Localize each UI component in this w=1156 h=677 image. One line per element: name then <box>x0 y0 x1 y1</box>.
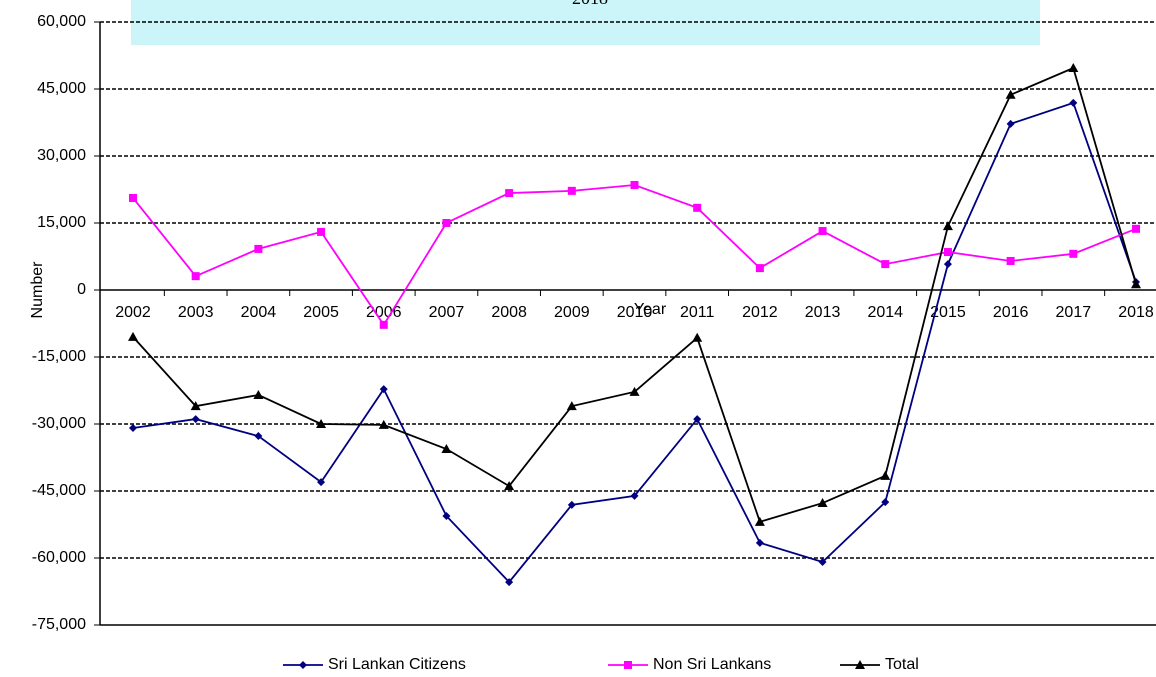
marker <box>1069 98 1078 107</box>
x-tick-label: 2012 <box>742 304 778 321</box>
marker <box>566 401 577 411</box>
marker <box>253 389 264 399</box>
marker <box>378 419 389 429</box>
x-tick-label: 2002 <box>115 304 151 321</box>
x-tick-label: 2018 <box>1118 304 1154 321</box>
marker <box>692 332 703 342</box>
marker <box>942 221 953 231</box>
marker <box>129 193 137 202</box>
y-tick-label: 15,000 <box>37 214 86 231</box>
marker <box>191 272 200 281</box>
marker <box>693 203 702 212</box>
marker <box>254 432 263 441</box>
marker <box>1068 63 1079 73</box>
y-tick-label: -45,000 <box>32 482 86 499</box>
y-tick-label: 45,000 <box>37 80 86 97</box>
marker <box>504 481 515 491</box>
marker <box>755 264 764 273</box>
y-tick-label: 0 <box>77 281 86 298</box>
legend-label: Non Sri Lankans <box>653 656 771 673</box>
marker <box>693 415 702 424</box>
x-tick-label: 2016 <box>993 304 1029 321</box>
y-tick-label: -75,000 <box>32 616 86 633</box>
marker <box>442 219 451 227</box>
marker <box>317 227 326 236</box>
x-tick-label: 2010 <box>617 304 653 321</box>
marker <box>379 385 388 394</box>
marker <box>943 260 952 269</box>
marker <box>442 512 451 521</box>
x-axis-label: Year <box>634 301 667 318</box>
marker <box>505 189 514 198</box>
marker <box>629 386 640 396</box>
marker <box>1006 256 1015 265</box>
marker <box>630 491 639 500</box>
marker <box>818 227 827 236</box>
y-tick-label: -60,000 <box>32 549 86 566</box>
x-tick-label: 2005 <box>303 304 339 321</box>
x-tick-label: 2011 <box>680 304 715 321</box>
marker <box>1005 89 1016 99</box>
marker <box>1132 224 1140 233</box>
marker <box>630 181 639 190</box>
marker <box>317 478 326 487</box>
y-axis-label: Number <box>29 261 46 319</box>
x-tick-label: 2013 <box>805 304 841 321</box>
x-tick-label: 2009 <box>554 304 590 321</box>
marker <box>441 444 452 454</box>
x-tick-label: 2006 <box>366 304 402 321</box>
x-tick-label: 2015 <box>930 304 966 321</box>
marker <box>624 661 632 669</box>
marker <box>755 538 764 547</box>
marker <box>254 244 263 253</box>
marker <box>754 516 765 526</box>
x-tick-label: 2003 <box>178 304 214 321</box>
y-tick-label: 60,000 <box>37 13 86 30</box>
marker <box>881 498 890 507</box>
x-tick-label: 2004 <box>241 304 277 321</box>
marker <box>1131 279 1141 289</box>
marker <box>881 260 890 269</box>
series-line <box>132 101 1137 584</box>
marker <box>567 500 576 509</box>
chart-title: 2018 <box>572 0 608 8</box>
y-tick-label: -30,000 <box>32 415 86 432</box>
x-tick-label: 2008 <box>491 304 527 321</box>
x-tick-label: 2017 <box>1056 304 1092 321</box>
marker <box>567 186 576 195</box>
legend-label: Total <box>885 656 919 673</box>
marker <box>817 498 828 508</box>
marker <box>505 578 514 587</box>
marker <box>1006 119 1015 128</box>
marker <box>818 558 827 567</box>
marker <box>191 415 200 424</box>
marker <box>943 248 952 257</box>
marker <box>1069 249 1078 258</box>
marker <box>128 331 138 341</box>
x-tick-label: 2007 <box>429 304 465 321</box>
marker <box>190 401 201 411</box>
legend-label: Sri Lankan Citizens <box>328 656 466 673</box>
y-tick-label: -15,000 <box>32 348 86 365</box>
marker <box>299 661 307 669</box>
y-tick-label: 30,000 <box>37 147 86 164</box>
marker <box>316 419 327 428</box>
marker <box>880 470 891 480</box>
marker <box>855 660 865 669</box>
x-tick-label: 2014 <box>867 304 903 321</box>
marker <box>379 320 388 329</box>
marker <box>129 424 137 433</box>
